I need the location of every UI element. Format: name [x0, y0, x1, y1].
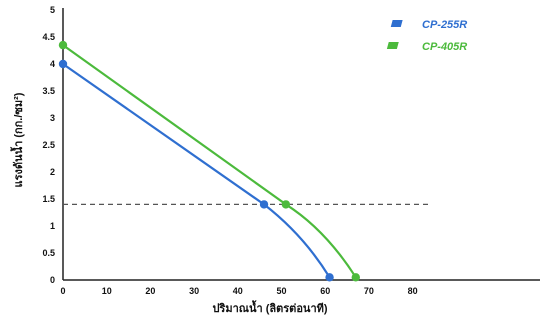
y-tick-label: 0: [50, 275, 55, 285]
series-markers: [58, 40, 360, 282]
x-tick-label: 30: [189, 286, 199, 296]
y-tick-label: 0.5: [42, 248, 55, 258]
legend-swatch-cp-255r: [390, 20, 403, 27]
y-tick-labels: 0 0.5 1 1.5 2 2.5 3 3.5 4 4.5 5: [42, 5, 55, 285]
y-axis-title: แรงดันน้ำ (กก./ซม²): [10, 92, 25, 187]
legend: CP-255R CP-405R: [386, 19, 467, 53]
legend-label-cp-255r: CP-255R: [422, 19, 467, 31]
data-point-cp-405r: [281, 200, 291, 209]
x-tick-label: 20: [145, 286, 155, 296]
x-tick-label: 50: [276, 286, 286, 296]
x-tick-label: 70: [364, 286, 374, 296]
x-tick-label: 60: [320, 286, 330, 296]
series-lines: [61, 44, 357, 279]
y-tick-label: 5: [50, 5, 55, 15]
series-line-cp-405r: [61, 44, 357, 279]
y-tick-label: 4: [50, 59, 55, 69]
x-tick-label: 10: [102, 286, 112, 296]
x-tick-labels: 0 10 20 30 40 50 60 70 80: [60, 286, 417, 296]
data-point-cp-405r: [58, 40, 68, 50]
x-tick-label: 40: [233, 286, 243, 296]
y-tick-label: 1: [50, 221, 55, 231]
y-tick-label: 3: [50, 113, 55, 123]
x-tick-label: 0: [60, 286, 65, 296]
x-axis-title: ปริมาณน้ำ (ลิตรต่อนาที): [212, 300, 327, 315]
legend-swatch-cp-405r: [386, 42, 399, 49]
legend-label-cp-405r: CP-405R: [422, 41, 467, 53]
series-line-cp-255r: [61, 62, 331, 279]
x-tick-label: 80: [408, 286, 418, 296]
y-tick-label: 2: [50, 167, 55, 177]
y-tick-label: 2.5: [42, 140, 55, 150]
data-point-cp-405r: [351, 273, 360, 282]
y-tick-label: 1.5: [42, 194, 55, 204]
data-point-cp-255r: [325, 273, 334, 282]
data-point-cp-255r: [58, 59, 68, 69]
y-tick-label: 3.5: [42, 86, 55, 96]
y-tick-label: 4.5: [42, 32, 55, 42]
data-point-cp-255r: [259, 200, 269, 209]
